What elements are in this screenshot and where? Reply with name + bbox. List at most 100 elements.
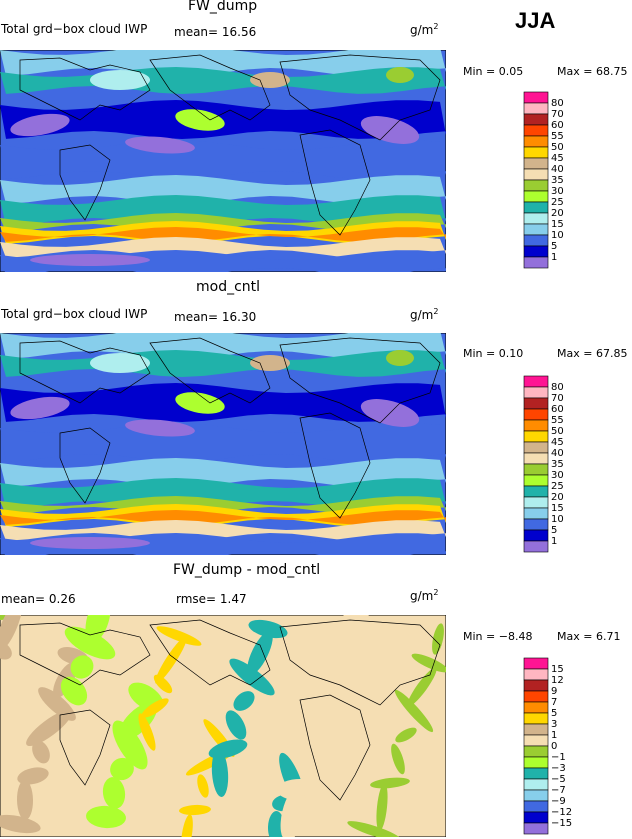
- colorbar-swatch: [523, 756, 549, 769]
- colorbar-swatch: [523, 657, 549, 670]
- colorbar-swatch: [523, 496, 549, 509]
- colorbar-swatch: [523, 679, 549, 692]
- colorbar-level-label: 55: [551, 131, 564, 142]
- colorbar-swatch: [523, 723, 549, 736]
- colorbar-swatch: [523, 234, 549, 247]
- colorbar-swatch: [523, 157, 549, 170]
- panel-1-min: Min = 0.05: [463, 65, 524, 78]
- colorbar-level-label: 10: [551, 230, 564, 241]
- colorbar-level-label: 10: [551, 514, 564, 525]
- colorbar-level-label: 40: [551, 448, 564, 459]
- colorbar-level-label: 5: [551, 241, 557, 252]
- colorbar-level-label: 5: [551, 525, 557, 536]
- colorbar-level-label: −9: [551, 796, 566, 807]
- colorbar-level-label: 9: [551, 686, 557, 697]
- colorbar-swatch: [523, 102, 549, 115]
- colorbar-level-label: 15: [551, 503, 564, 514]
- panel-2-mean: mean= 16.30: [174, 310, 257, 324]
- colorbar-swatch: [523, 375, 549, 388]
- panel-1-map: [0, 50, 446, 272]
- colorbar-level-label: 50: [551, 142, 564, 153]
- colorbar-level-label: 15: [551, 664, 564, 675]
- colorbar-swatch: [523, 690, 549, 703]
- colorbar-level-label: −5: [551, 774, 566, 785]
- colorbar-swatch: [523, 822, 549, 835]
- colorbar-level-label: 35: [551, 459, 564, 470]
- panel-2-min: Min = 0.10: [463, 347, 524, 360]
- colorbar-swatch: [523, 668, 549, 681]
- colorbar-swatch: [523, 124, 549, 137]
- colorbar-swatch: [523, 245, 549, 258]
- colorbar-swatch: [523, 212, 549, 225]
- colorbar-level-label: 45: [551, 153, 564, 164]
- colorbar-swatch: [523, 430, 549, 443]
- colorbar-level-label: 50: [551, 426, 564, 437]
- colorbar-swatch: [523, 223, 549, 236]
- colorbar-level-label: 0: [551, 741, 557, 752]
- panel-3-mean: mean= 0.26: [1, 592, 76, 606]
- colorbar-level-label: −12: [551, 807, 572, 818]
- colorbar-level-label: 70: [551, 109, 564, 120]
- colorbar-swatch: [523, 789, 549, 802]
- colorbar-swatch: [523, 485, 549, 498]
- colorbar-swatch: [523, 767, 549, 780]
- colorbar-swatch: [523, 701, 549, 714]
- colorbar-swatch: [523, 91, 549, 104]
- colorbar-level-label: −7: [551, 785, 566, 796]
- colorbar-swatch: [523, 778, 549, 791]
- colorbar-level-label: 5: [551, 708, 557, 719]
- colorbar-swatch: [523, 201, 549, 214]
- colorbar-level-label: 7: [551, 697, 557, 708]
- season-label: JJA: [515, 8, 556, 33]
- colorbar-swatch: [523, 452, 549, 465]
- colorbar-level-label: 25: [551, 197, 564, 208]
- colorbar-level-label: 20: [551, 492, 564, 503]
- colorbar-level-label: 1: [551, 730, 557, 741]
- colorbar-swatch: [523, 811, 549, 824]
- colorbar-level-label: 20: [551, 208, 564, 219]
- panel-3-rmse: rmse= 1.47: [176, 592, 247, 606]
- panel-1-max: Max = 68.75: [557, 65, 628, 78]
- panel-2-map: [0, 333, 446, 555]
- colorbar-swatch: [523, 474, 549, 487]
- panel-2-max: Max = 67.85: [557, 347, 628, 360]
- colorbar-swatch: [523, 168, 549, 181]
- colorbar-swatch: [523, 179, 549, 192]
- colorbar-swatch: [523, 135, 549, 148]
- colorbar-swatch: [523, 408, 549, 421]
- colorbar-level-label: −3: [551, 763, 566, 774]
- colorbar-level-label: −15: [551, 818, 572, 829]
- panel-1-units: g/m2: [410, 22, 439, 37]
- panel-3-title: FW_dump - mod_cntl: [173, 562, 321, 578]
- colorbar-swatch: [523, 397, 549, 410]
- panel-1-variable-label: Total grd−box cloud IWP: [1, 22, 148, 36]
- colorbar-level-label: 1: [551, 536, 557, 547]
- panel-1-mean: mean= 16.56: [174, 25, 257, 39]
- colorbar-swatch: [523, 190, 549, 203]
- panel-3-min: Min = −8.48: [463, 630, 533, 643]
- colorbar-level-label: 40: [551, 164, 564, 175]
- panel-3-max: Max = 6.71: [557, 630, 621, 643]
- panel-2-units: g/m2: [410, 307, 439, 322]
- colorbar-level-label: 15: [551, 219, 564, 230]
- colorbar-swatch: [523, 419, 549, 432]
- colorbar-swatch: [523, 518, 549, 531]
- colorbar-level-label: 30: [551, 186, 564, 197]
- panel-3-units: g/m2: [410, 588, 439, 603]
- colorbar-swatch: [523, 386, 549, 399]
- colorbar-level-label: 80: [551, 382, 564, 393]
- colorbar-swatch: [523, 540, 549, 553]
- colorbar-level-label: 80: [551, 98, 564, 109]
- colorbar-swatch: [523, 507, 549, 520]
- colorbar-level-label: 35: [551, 175, 564, 186]
- colorbar-swatch: [523, 463, 549, 476]
- panel-1-title: FW_dump: [188, 0, 258, 14]
- colorbar-swatch: [523, 146, 549, 159]
- colorbar-level-label: 3: [551, 719, 557, 730]
- colorbar-level-label: 12: [551, 675, 564, 686]
- colorbar-swatch: [523, 529, 549, 542]
- colorbar-level-label: 70: [551, 393, 564, 404]
- colorbar-level-label: −1: [551, 752, 566, 763]
